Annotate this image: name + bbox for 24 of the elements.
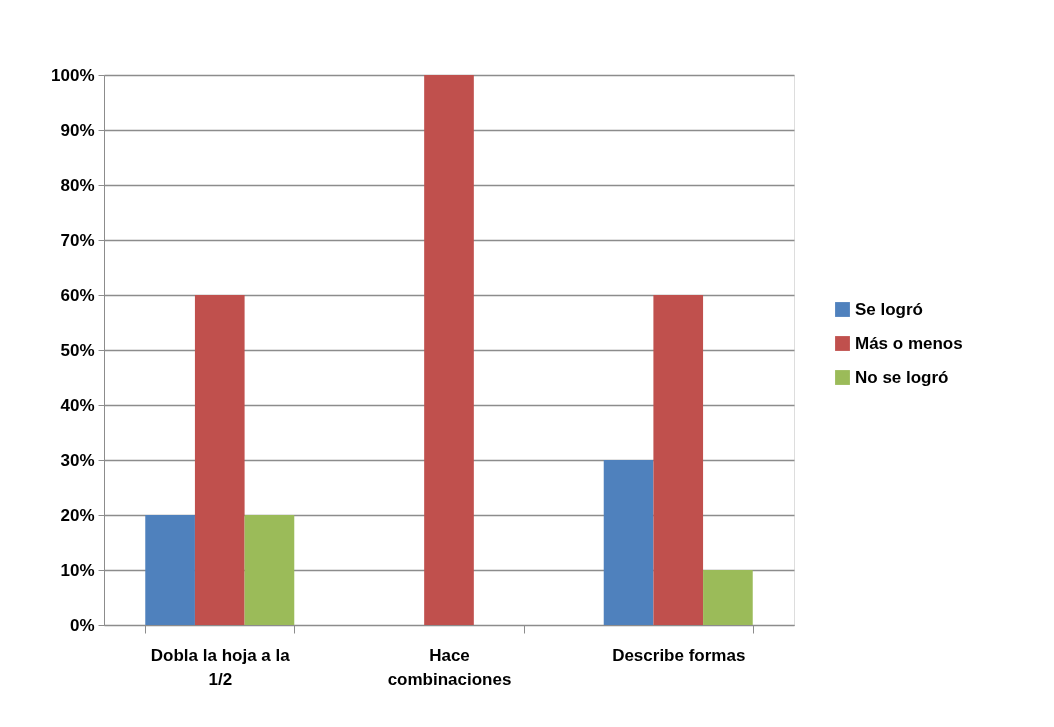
bar (194, 295, 245, 625)
x-tick-label: Hace combinaciones (387, 645, 512, 689)
y-tick-label: 80% (60, 175, 95, 195)
y-tick-label: 90% (60, 120, 95, 140)
bar (244, 515, 295, 625)
y-tick-label: 60% (60, 285, 95, 305)
y-tick-label: 0% (69, 615, 95, 635)
y-tick-label: 30% (60, 450, 95, 470)
y-tick-label: 100% (51, 65, 95, 85)
bar (703, 570, 753, 625)
bar (145, 515, 195, 625)
x-tick-label: Describe formas (612, 645, 746, 665)
y-tick-label: 70% (60, 230, 95, 250)
bar (603, 460, 654, 625)
legend-label: Se logró (855, 299, 924, 319)
legend-label: Más o menos (855, 333, 963, 353)
bar (424, 75, 474, 625)
y-tick-label: 10% (60, 560, 95, 580)
bar (653, 295, 704, 625)
y-tick-label: 50% (60, 340, 95, 360)
y-tick-label: 20% (60, 505, 95, 525)
legend-label: No se logró (855, 367, 949, 387)
y-tick-label: 40% (60, 395, 95, 415)
x-tick-label: Dobla la hoja a la 1/2 (150, 645, 291, 689)
